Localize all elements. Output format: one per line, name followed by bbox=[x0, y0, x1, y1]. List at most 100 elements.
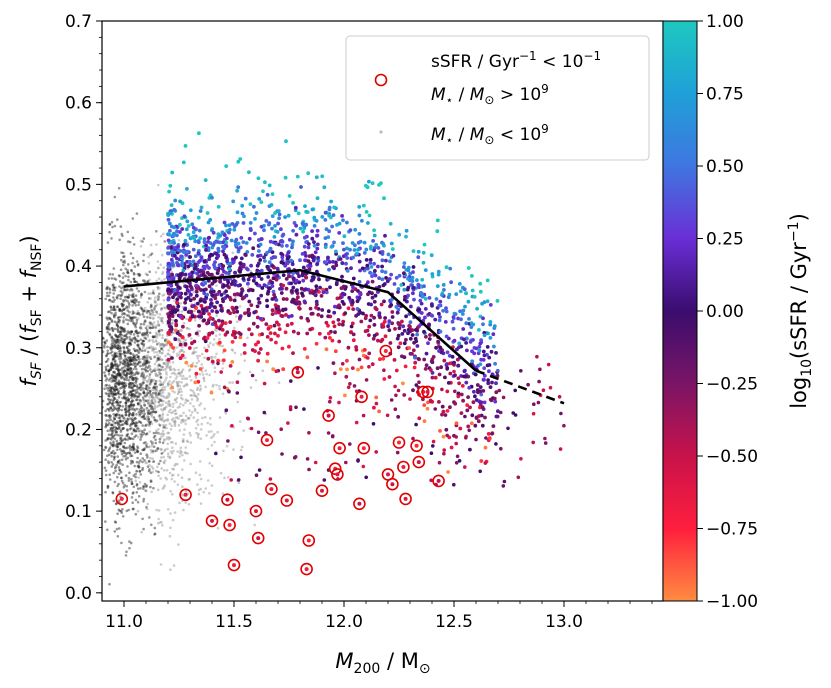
low-mass-point bbox=[113, 385, 117, 388]
low-mass-point bbox=[113, 362, 117, 366]
galaxy-point bbox=[288, 407, 293, 412]
galaxy-point bbox=[326, 255, 330, 260]
galaxy-point bbox=[396, 415, 401, 419]
low-mass-point bbox=[110, 339, 114, 342]
galaxy-point bbox=[489, 398, 494, 403]
low-mass-point bbox=[124, 405, 128, 408]
low-mass-point bbox=[137, 355, 140, 358]
low-mass-point bbox=[109, 398, 113, 402]
y-tick-label: 0.4 bbox=[65, 257, 92, 277]
low-mass-point bbox=[215, 383, 218, 387]
low-mass-point bbox=[122, 388, 126, 392]
low-mass-point bbox=[151, 338, 154, 342]
low-mass-point bbox=[120, 541, 123, 545]
galaxy-point bbox=[357, 213, 362, 218]
low-mass-point bbox=[138, 412, 142, 416]
low-mass-point bbox=[146, 279, 150, 283]
low-mass-point bbox=[146, 330, 149, 334]
galaxy-point bbox=[258, 347, 263, 351]
galaxy-point bbox=[467, 317, 471, 321]
galaxy-point bbox=[393, 407, 398, 412]
low-mass-point bbox=[163, 385, 167, 389]
low-mass-point bbox=[145, 384, 148, 387]
galaxy-point bbox=[289, 321, 294, 326]
galaxy-point bbox=[345, 269, 350, 273]
low-mass-point bbox=[119, 325, 122, 329]
low-mass-point bbox=[154, 271, 158, 274]
low-mass-point bbox=[140, 406, 144, 410]
low-mass-point bbox=[121, 508, 124, 511]
low-mass-point bbox=[114, 278, 118, 281]
low-mass-point bbox=[194, 365, 198, 368]
low-mass-point bbox=[105, 368, 108, 372]
galaxy-point bbox=[291, 239, 295, 244]
galaxy-point bbox=[300, 252, 305, 256]
low-mass-point bbox=[124, 363, 128, 366]
low-mass-point bbox=[124, 384, 127, 388]
galaxy-point bbox=[342, 234, 347, 239]
galaxy-point bbox=[199, 315, 204, 319]
low-ssfr-dot bbox=[320, 488, 324, 493]
low-mass-point bbox=[161, 391, 165, 394]
low-mass-point bbox=[129, 384, 133, 387]
galaxy-point bbox=[349, 266, 353, 271]
galaxy-point bbox=[194, 293, 199, 298]
galaxy-point bbox=[442, 448, 447, 452]
galaxy-point bbox=[458, 289, 463, 294]
low-mass-point bbox=[170, 477, 174, 481]
colorbar bbox=[663, 21, 697, 601]
galaxy-point bbox=[468, 447, 472, 452]
galaxy-point bbox=[218, 303, 223, 308]
low-mass-point bbox=[209, 423, 212, 426]
low-mass-point bbox=[159, 418, 162, 421]
galaxy-point bbox=[333, 371, 337, 376]
low-mass-point bbox=[116, 387, 119, 391]
low-mass-point bbox=[119, 470, 123, 474]
galaxy-point bbox=[403, 364, 408, 369]
low-mass-point bbox=[119, 294, 123, 298]
galaxy-point bbox=[433, 407, 438, 411]
galaxy-point bbox=[289, 379, 293, 383]
galaxy-point bbox=[421, 250, 426, 255]
low-mass-point bbox=[116, 535, 120, 538]
low-mass-point bbox=[167, 392, 170, 395]
low-mass-point bbox=[104, 409, 107, 413]
low-mass-point bbox=[162, 299, 166, 302]
low-mass-point bbox=[112, 442, 115, 445]
low-mass-point bbox=[173, 398, 177, 402]
galaxy-point bbox=[178, 333, 182, 337]
galaxy-point bbox=[184, 297, 188, 302]
low-mass-point bbox=[156, 312, 159, 315]
low-mass-point bbox=[125, 345, 129, 349]
low-mass-point bbox=[191, 389, 195, 393]
low-mass-point bbox=[159, 376, 162, 379]
low-mass-point bbox=[108, 287, 111, 290]
low-mass-point bbox=[155, 351, 159, 354]
low-mass-point bbox=[122, 381, 126, 385]
low-mass-point bbox=[141, 457, 145, 460]
low-mass-point bbox=[117, 482, 120, 486]
low-ssfr-dot bbox=[254, 509, 258, 514]
low-mass-point bbox=[131, 310, 135, 313]
low-mass-point bbox=[138, 331, 142, 334]
galaxy-point bbox=[281, 367, 286, 372]
low-mass-point bbox=[118, 309, 121, 312]
galaxy-point bbox=[245, 416, 250, 421]
galaxy-point bbox=[474, 415, 479, 420]
galaxy-point bbox=[337, 400, 341, 405]
low-mass-point bbox=[146, 273, 149, 277]
galaxy-point bbox=[172, 225, 177, 230]
galaxy-point bbox=[546, 362, 551, 367]
galaxy-point bbox=[294, 232, 299, 237]
galaxy-point bbox=[331, 259, 335, 264]
low-mass-point bbox=[187, 417, 190, 420]
low-mass-point bbox=[111, 366, 115, 370]
low-mass-point bbox=[130, 432, 134, 436]
low-mass-point bbox=[181, 485, 184, 489]
low-mass-point bbox=[136, 487, 140, 491]
low-mass-point bbox=[112, 388, 116, 391]
low-mass-point bbox=[194, 350, 198, 354]
low-mass-point bbox=[111, 431, 114, 435]
low-mass-point bbox=[103, 346, 106, 349]
low-mass-point bbox=[156, 260, 160, 263]
